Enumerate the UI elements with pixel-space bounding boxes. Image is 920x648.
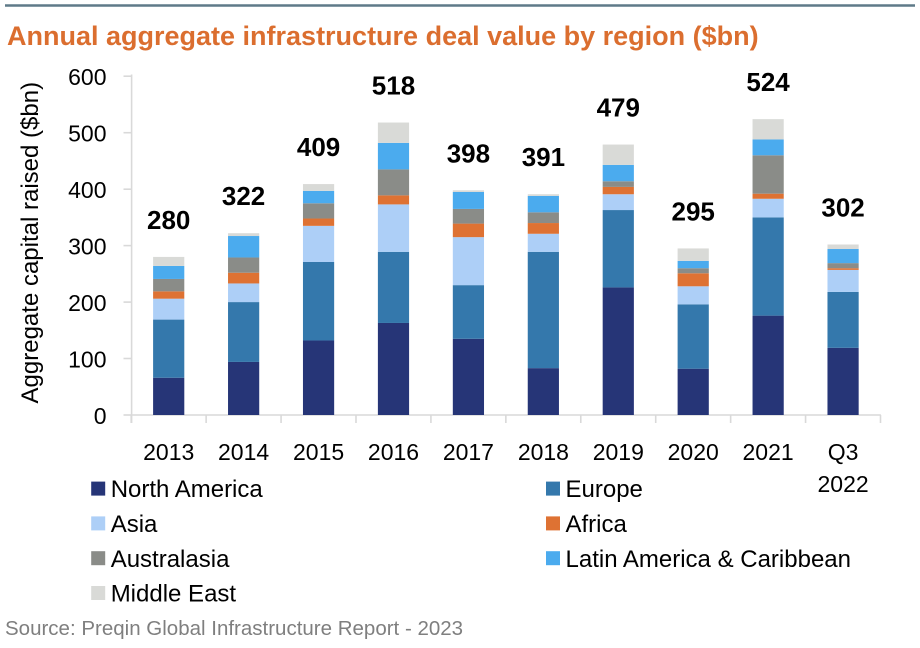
svg-text:0: 0: [94, 403, 107, 429]
svg-text:409: 409: [297, 132, 340, 162]
svg-text:500: 500: [68, 121, 106, 147]
svg-text:518: 518: [372, 71, 415, 101]
svg-text:Source: Preqin Global Infrastr: Source: Preqin Global Infrastructure Rep…: [5, 617, 463, 640]
svg-text:100: 100: [68, 347, 106, 373]
svg-text:524: 524: [746, 67, 790, 97]
svg-text:479: 479: [597, 93, 640, 123]
svg-text:295: 295: [672, 196, 715, 226]
svg-text:Middle East: Middle East: [111, 581, 237, 608]
svg-text:302: 302: [821, 193, 864, 223]
svg-text:2017: 2017: [443, 439, 494, 465]
svg-text:2019: 2019: [593, 439, 644, 465]
svg-text:Africa: Africa: [566, 511, 628, 538]
svg-text:300: 300: [68, 234, 106, 260]
svg-text:Q3: Q3: [828, 439, 859, 465]
svg-text:2014: 2014: [218, 439, 269, 465]
svg-text:2021: 2021: [743, 439, 794, 465]
svg-text:322: 322: [222, 181, 265, 211]
svg-text:2020: 2020: [668, 439, 719, 465]
svg-text:400: 400: [68, 177, 106, 203]
svg-text:600: 600: [68, 64, 106, 90]
svg-text:Latin America & Caribbean: Latin America & Caribbean: [566, 546, 852, 573]
svg-text:Asia: Asia: [111, 511, 158, 538]
svg-text:2022: 2022: [818, 471, 869, 497]
svg-text:398: 398: [447, 138, 490, 168]
svg-text:Australasia: Australasia: [111, 546, 230, 573]
svg-text:Annual aggregate infrastructur: Annual aggregate infrastructure deal val…: [7, 21, 759, 51]
svg-text:2015: 2015: [293, 439, 344, 465]
svg-text:391: 391: [522, 142, 565, 172]
svg-text:Europe: Europe: [566, 476, 643, 503]
svg-text:280: 280: [147, 205, 190, 235]
svg-text:200: 200: [68, 290, 106, 316]
svg-text:2018: 2018: [518, 439, 569, 465]
svg-text:Aggregate capital raised ($bn): Aggregate capital raised ($bn): [17, 82, 44, 404]
svg-text:2016: 2016: [368, 439, 419, 465]
svg-text:North America: North America: [111, 476, 264, 503]
svg-text:2013: 2013: [143, 439, 194, 465]
